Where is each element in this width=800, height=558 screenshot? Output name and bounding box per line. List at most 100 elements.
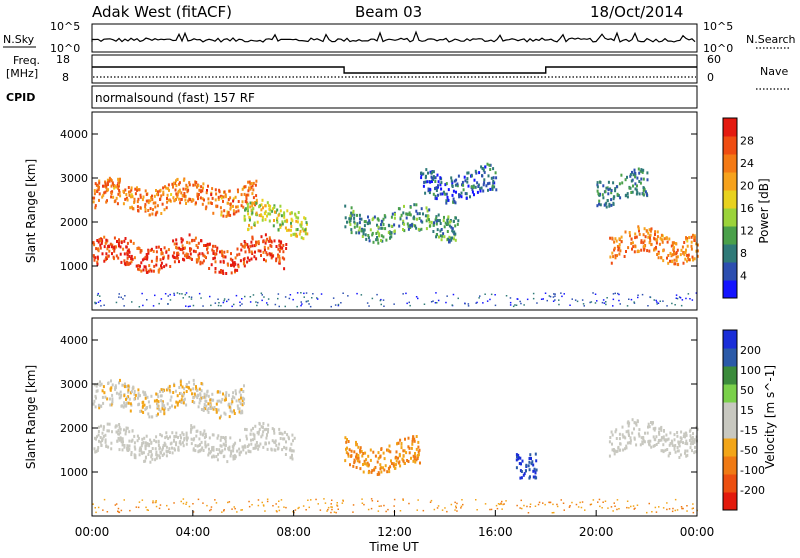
echo-cell bbox=[613, 502, 615, 504]
echo-cell bbox=[190, 442, 193, 446]
echo-cell bbox=[220, 444, 223, 448]
echo-cell bbox=[614, 505, 616, 507]
echo-cell bbox=[251, 201, 254, 205]
echo-cell bbox=[273, 204, 276, 208]
echo-cell bbox=[156, 405, 159, 409]
echo-cell bbox=[128, 193, 131, 197]
echo-cell bbox=[447, 237, 450, 241]
echo-cell bbox=[188, 233, 191, 237]
echo-cell bbox=[688, 258, 691, 262]
echo-cell bbox=[320, 293, 323, 295]
echo-cell bbox=[440, 181, 443, 185]
echo-cell bbox=[497, 503, 500, 505]
echo-cell bbox=[607, 192, 610, 196]
echo-cell bbox=[171, 404, 173, 408]
echo-cell bbox=[165, 435, 168, 439]
echo-cell bbox=[669, 442, 672, 445]
echo-cell bbox=[400, 442, 403, 446]
echo-cell bbox=[347, 452, 350, 456]
echo-cell bbox=[130, 390, 133, 394]
echo-cell bbox=[638, 180, 641, 183]
echo-cell bbox=[501, 508, 503, 510]
echo-cell bbox=[113, 200, 116, 204]
colorbar-segment bbox=[723, 262, 737, 281]
echo-cell bbox=[696, 254, 699, 258]
echo-cell bbox=[153, 399, 156, 403]
echo-cell bbox=[409, 205, 412, 209]
nsky-tick-bottom: 10^0 bbox=[50, 42, 80, 55]
echo-cell bbox=[357, 456, 360, 460]
echo-cell bbox=[642, 177, 645, 181]
echo-cell bbox=[350, 206, 353, 210]
echo-cell bbox=[234, 195, 237, 199]
echo-cell bbox=[232, 391, 235, 395]
echo-cell bbox=[218, 188, 221, 192]
echo-cell bbox=[201, 396, 204, 399]
echo-cell bbox=[253, 223, 256, 227]
echo-cell bbox=[393, 498, 396, 501]
echo-cell bbox=[198, 188, 201, 192]
echo-cell bbox=[461, 180, 464, 184]
echo-cell bbox=[223, 190, 226, 194]
echo-cell bbox=[142, 195, 145, 199]
echo-cell bbox=[155, 414, 158, 418]
echo-cell bbox=[532, 469, 535, 473]
echo-cell bbox=[162, 186, 165, 190]
echo-cell bbox=[487, 174, 490, 178]
echo-cell bbox=[471, 190, 474, 194]
echo-cell bbox=[407, 445, 410, 449]
echo-cell bbox=[138, 306, 141, 308]
echo-cell bbox=[616, 254, 618, 258]
echo-cell bbox=[263, 245, 266, 249]
echo-cell bbox=[380, 223, 382, 227]
echo-cell bbox=[272, 505, 274, 507]
echo-cell bbox=[163, 408, 166, 412]
echo-cell bbox=[429, 180, 432, 184]
echo-cell bbox=[147, 201, 150, 205]
echo-cell bbox=[370, 470, 373, 474]
echo-cell bbox=[488, 181, 491, 185]
echo-cell bbox=[529, 506, 531, 508]
echo-cell bbox=[257, 301, 259, 304]
echo-cell bbox=[352, 504, 355, 506]
echo-cell bbox=[467, 305, 470, 307]
echo-cell bbox=[179, 383, 182, 387]
echo-cell bbox=[179, 247, 182, 251]
echo-cell bbox=[167, 256, 170, 260]
echo-cell bbox=[178, 293, 181, 295]
echo-cell bbox=[124, 197, 127, 201]
echo-cell bbox=[626, 175, 628, 179]
echo-cell bbox=[225, 214, 228, 218]
echo-cell bbox=[402, 219, 405, 223]
echo-cell bbox=[429, 501, 432, 503]
echo-cell bbox=[635, 423, 638, 427]
echo-cell bbox=[119, 431, 122, 435]
echo-cell bbox=[599, 180, 602, 184]
echo-cell bbox=[404, 437, 406, 441]
echo-cell bbox=[199, 196, 202, 200]
echo-cell bbox=[350, 211, 353, 215]
echo-cell bbox=[509, 297, 512, 299]
echo-cell bbox=[168, 447, 171, 451]
colorbar-segment bbox=[723, 136, 737, 155]
echo-cell bbox=[552, 503, 554, 506]
echo-cell bbox=[185, 403, 188, 407]
echo-cell bbox=[617, 194, 620, 198]
echo-cell bbox=[217, 434, 220, 438]
echo-cell bbox=[214, 188, 217, 192]
echo-cell bbox=[175, 435, 178, 439]
echo-cell bbox=[351, 211, 354, 215]
echo-cell bbox=[223, 411, 226, 415]
echo-cell bbox=[301, 303, 303, 305]
echo-cell bbox=[641, 170, 644, 174]
echo-cell bbox=[425, 219, 428, 223]
echo-cell bbox=[455, 178, 458, 182]
echo-cell bbox=[129, 391, 132, 395]
echo-cell bbox=[116, 439, 119, 443]
echo-cell bbox=[144, 265, 147, 269]
echo-cell bbox=[155, 435, 158, 439]
echo-cell bbox=[327, 508, 329, 511]
echo-cell bbox=[629, 234, 631, 238]
echo-cell bbox=[296, 234, 298, 238]
echo-cell bbox=[299, 223, 302, 227]
